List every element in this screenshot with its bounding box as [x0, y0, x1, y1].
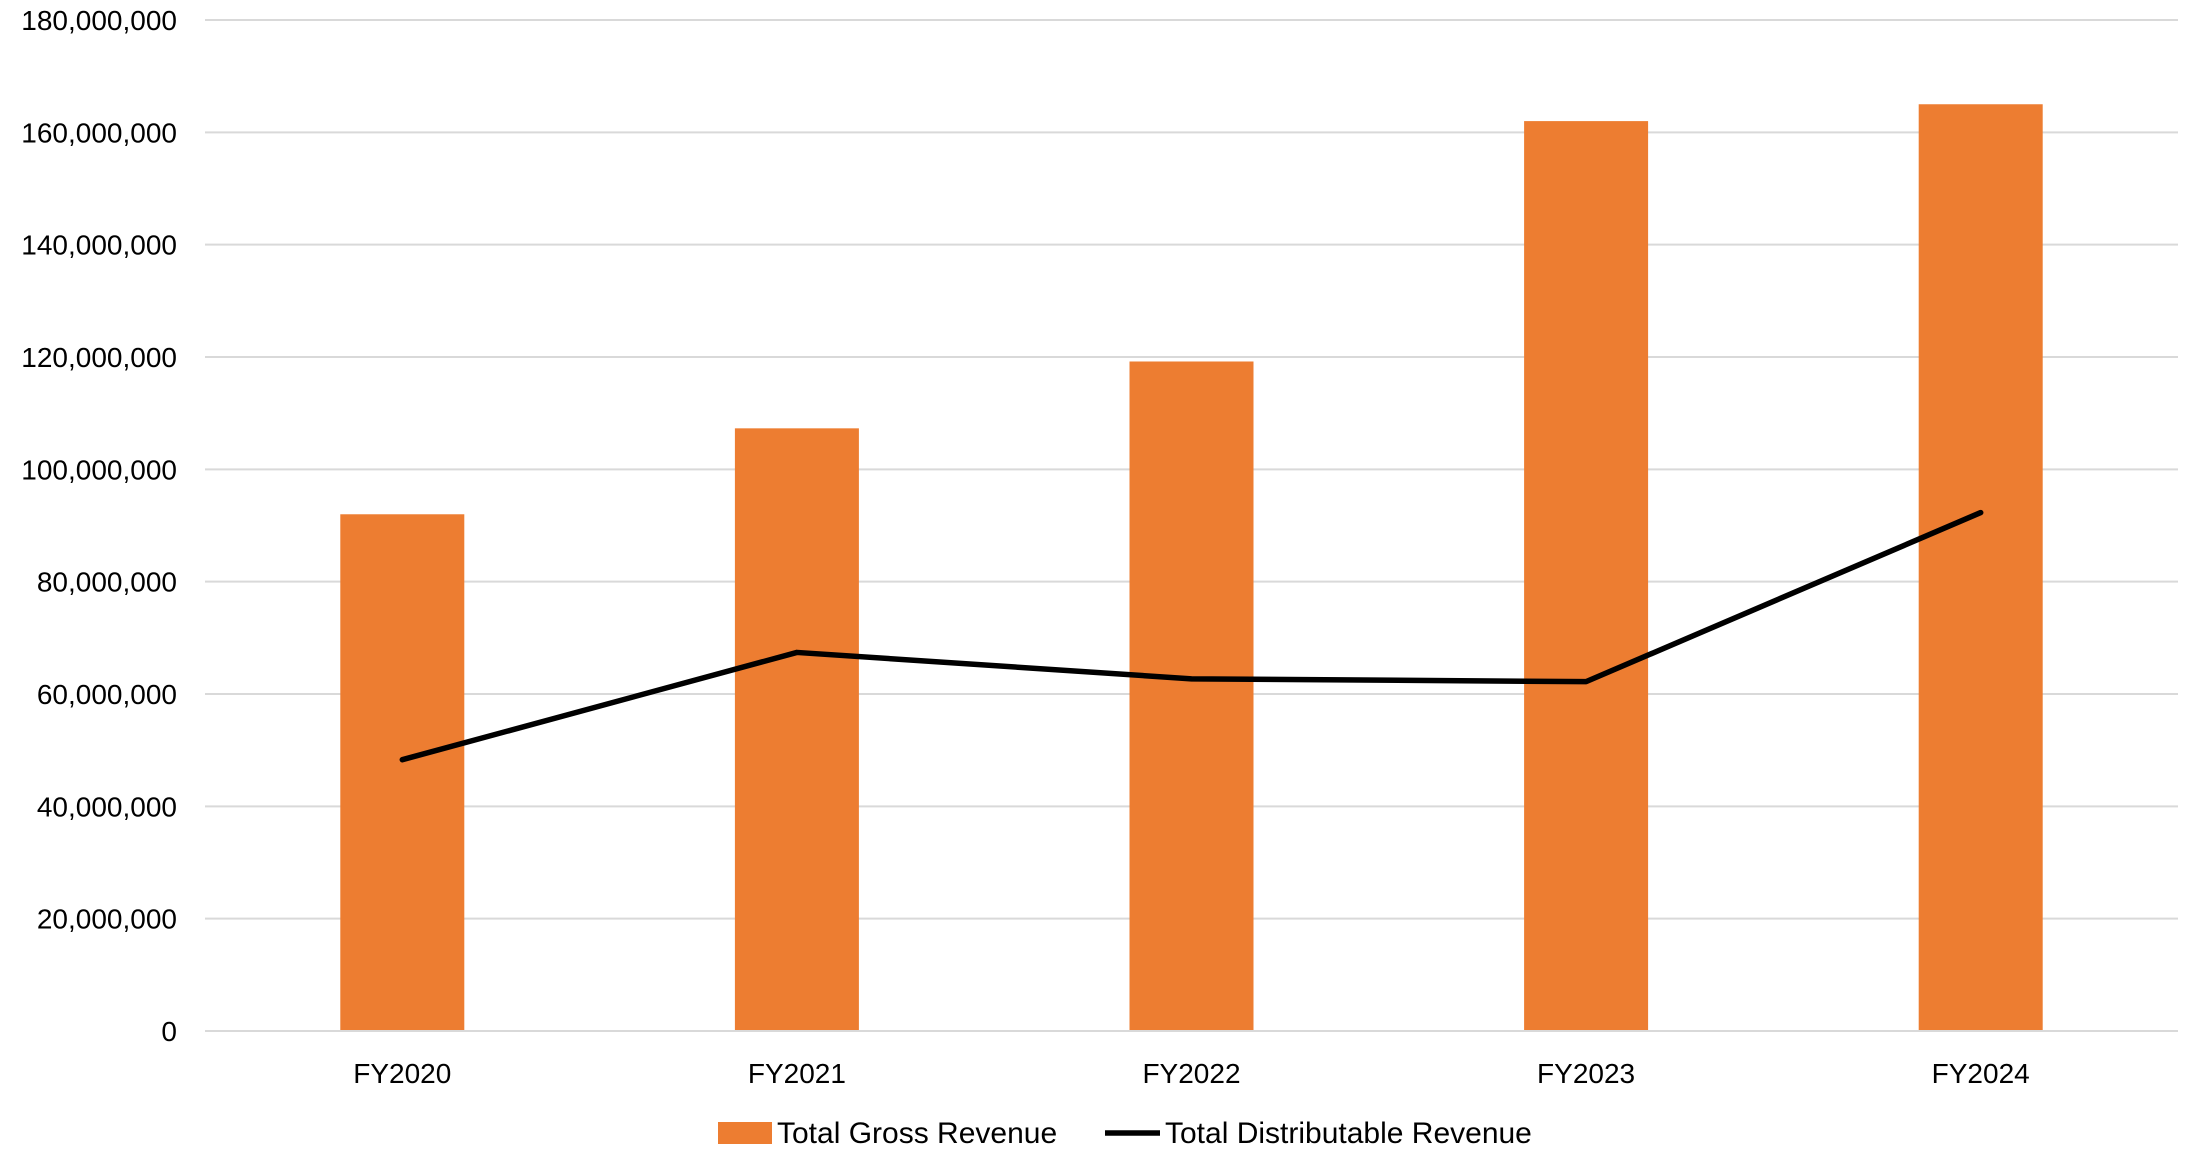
y-tick-label: 40,000,000	[37, 791, 177, 822]
x-tick-label: FY2020	[353, 1058, 451, 1089]
y-tick-label: 140,000,000	[21, 230, 177, 261]
x-tick-label: FY2022	[1142, 1058, 1240, 1089]
y-tick-label: 180,000,000	[21, 5, 177, 36]
bar	[735, 428, 859, 1031]
bar	[1524, 121, 1648, 1031]
legend-swatch-gross-revenue	[718, 1122, 772, 1144]
y-tick-label: 20,000,000	[37, 904, 177, 935]
x-tick-label: FY2024	[1932, 1058, 2030, 1089]
bar	[1130, 361, 1254, 1031]
x-tick-label: FY2023	[1537, 1058, 1635, 1089]
legend-label-gross-revenue: Total Gross Revenue	[777, 1117, 1057, 1148]
bar	[1919, 104, 2043, 1031]
x-axis-tick-labels: FY2020 FY2021 FY2022 FY2023 FY2024	[353, 1058, 2029, 1089]
y-tick-label: 80,000,000	[37, 567, 177, 598]
y-axis-tick-labels: 0 20,000,000 40,000,000 60,000,000 80,000,00…	[21, 5, 177, 1047]
legend: Total Gross Revenue Total Distributable …	[718, 1117, 1532, 1148]
y-tick-label: 0	[161, 1016, 177, 1047]
legend-label-distributable-revenue: Total Distributable Revenue	[1165, 1117, 1532, 1148]
x-tick-label: FY2021	[748, 1058, 846, 1089]
bar	[340, 514, 464, 1031]
y-tick-label: 60,000,000	[37, 679, 177, 710]
bar-series	[340, 104, 2042, 1031]
y-tick-label: 100,000,000	[21, 454, 177, 485]
y-tick-label: 160,000,000	[21, 117, 177, 148]
y-tick-label: 120,000,000	[21, 342, 177, 373]
